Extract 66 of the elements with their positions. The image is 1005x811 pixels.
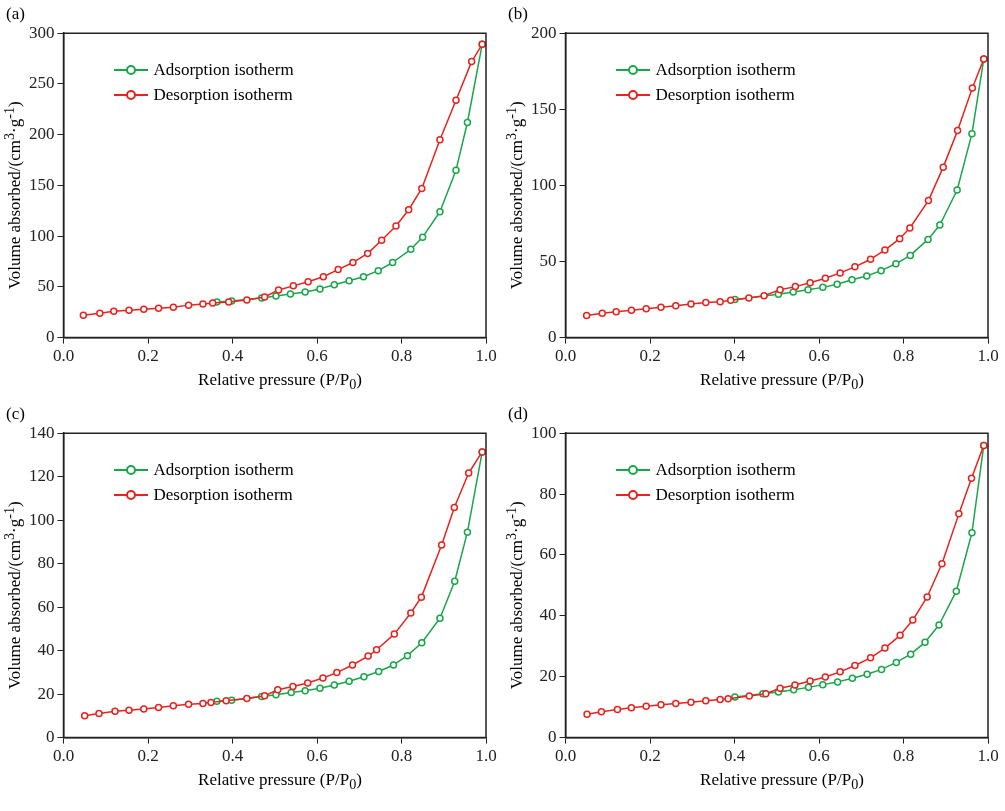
- x-tick-label: 0.6: [306, 346, 328, 366]
- y-tick-label: 60: [539, 544, 557, 564]
- y-tick-label: 100: [29, 509, 55, 529]
- x-tick-label: 0.0: [52, 346, 75, 366]
- y-tick-label: 200: [29, 124, 55, 144]
- y-tick-label: 20: [539, 666, 557, 686]
- x-tick-label: 1.0: [475, 746, 497, 766]
- legend-label: Adsorption isotherm: [655, 59, 796, 82]
- x-tick-label: 0.2: [137, 346, 159, 366]
- x-tick-label: 0.6: [808, 746, 830, 766]
- x-axis-title: Relative pressure (P/P$_{0}$): [699, 370, 865, 394]
- x-axis-title: Relative pressure (P/P$_{0}$): [699, 770, 865, 794]
- y-tick-label: 80: [539, 483, 557, 503]
- x-tick-label: 0.4: [723, 746, 746, 766]
- x-tick-label: 0.8: [390, 746, 413, 766]
- legend-label: Adsorption isotherm: [655, 459, 796, 482]
- x-tick-label: 0.8: [892, 746, 915, 766]
- y-tick-label: 50: [539, 250, 557, 270]
- y-tick-label: 100: [29, 225, 55, 245]
- y-tick-label: 40: [37, 640, 55, 660]
- y-tick-label: 0: [548, 327, 557, 347]
- x-tick-label: 1.0: [977, 346, 999, 366]
- x-tick-label: 0.8: [892, 346, 915, 366]
- x-tick-label: 1.0: [977, 746, 999, 766]
- x-tick-label: 1.0: [475, 346, 497, 366]
- x-tick-label: 0.0: [52, 746, 75, 766]
- x-tick-label: 0.2: [137, 746, 159, 766]
- y-tick-label: 20: [37, 683, 55, 703]
- legend-label: Adsorption isotherm: [153, 59, 294, 82]
- legend-label: Adsorption isotherm: [153, 459, 294, 482]
- legend-label: Desorption isotherm: [153, 484, 293, 507]
- y-tick-label: 140: [29, 422, 55, 442]
- y-tick-label: 0: [46, 727, 55, 747]
- y-tick-label: 120: [29, 466, 55, 486]
- chart-title: (a): [6, 4, 25, 24]
- x-tick-label: 0.4: [723, 346, 746, 366]
- x-tick-label: 0.4: [221, 346, 244, 366]
- x-tick-label: 0.0: [554, 346, 577, 366]
- chart-title: (b): [508, 4, 528, 24]
- x-tick-label: 0.0: [554, 746, 577, 766]
- y-tick-label: 0: [46, 327, 55, 347]
- x-tick-label: 0.6: [306, 746, 328, 766]
- y-tick-label: 300: [29, 22, 55, 42]
- chart-title: (c): [6, 404, 25, 424]
- y-tick-label: 200: [531, 22, 557, 42]
- x-tick-label: 0.8: [390, 346, 413, 366]
- x-axis-title: Relative pressure (P/P$_{0}$): [197, 370, 363, 394]
- y-tick-label: 50: [37, 276, 55, 296]
- y-tick-label: 60: [37, 596, 55, 616]
- y-tick-label: 0: [548, 727, 557, 747]
- x-tick-label: 0.6: [808, 346, 830, 366]
- y-tick-label: 80: [37, 553, 55, 573]
- x-tick-label: 0.2: [639, 346, 661, 366]
- legend-label: Desorption isotherm: [655, 84, 795, 107]
- y-tick-label: 150: [29, 174, 55, 194]
- y-tick-label: 250: [29, 73, 55, 93]
- legend-label: Desorption isotherm: [153, 84, 293, 107]
- y-tick-label: 40: [539, 605, 557, 625]
- legend-label: Desorption isotherm: [655, 484, 795, 507]
- chart-title: (d): [508, 404, 528, 424]
- y-tick-label: 100: [531, 174, 557, 194]
- x-axis-title: Relative pressure (P/P$_{0}$): [197, 770, 363, 794]
- x-tick-label: 0.4: [221, 746, 244, 766]
- x-tick-label: 0.2: [639, 746, 661, 766]
- y-tick-label: 100: [531, 422, 557, 442]
- y-tick-label: 150: [531, 98, 557, 118]
